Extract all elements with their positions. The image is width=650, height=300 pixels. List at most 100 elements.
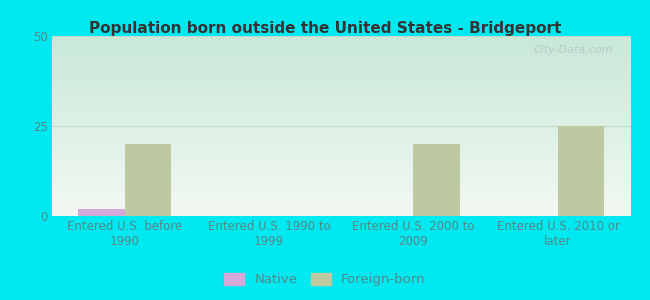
Bar: [52, 71, 630, 72]
Bar: [52, 64, 630, 65]
Bar: [52, 106, 630, 107]
Bar: [52, 60, 630, 61]
Bar: [52, 172, 630, 173]
Bar: [52, 193, 630, 194]
Text: Population born outside the United States - Bridgeport: Population born outside the United State…: [89, 21, 561, 36]
Bar: [52, 199, 630, 200]
Bar: [52, 131, 630, 132]
Bar: [52, 103, 630, 104]
Bar: [52, 66, 630, 67]
Bar: [52, 121, 630, 122]
Bar: [52, 176, 630, 178]
Bar: [52, 142, 630, 143]
Bar: [52, 211, 630, 212]
Bar: [52, 136, 630, 137]
Bar: [52, 152, 630, 154]
Bar: [52, 55, 630, 56]
Bar: [52, 70, 630, 71]
Bar: [52, 182, 630, 184]
Bar: [52, 196, 630, 197]
Bar: [52, 73, 630, 74]
Bar: [52, 146, 630, 148]
Bar: [52, 47, 630, 48]
Bar: [52, 161, 630, 162]
Legend: Native, Foreign-born: Native, Foreign-born: [220, 269, 430, 290]
Bar: [52, 160, 630, 161]
Bar: [52, 134, 630, 136]
Bar: [52, 215, 630, 216]
Bar: [52, 76, 630, 77]
Bar: [52, 91, 630, 92]
Bar: [52, 50, 630, 52]
Bar: [52, 158, 630, 160]
Bar: [52, 151, 630, 152]
Bar: [52, 101, 630, 102]
Bar: [52, 205, 630, 206]
Bar: [52, 130, 630, 131]
Bar: [52, 72, 630, 73]
Bar: [52, 41, 630, 42]
Bar: [52, 85, 630, 86]
Bar: [52, 169, 630, 170]
Bar: [52, 90, 630, 91]
Bar: [52, 149, 630, 150]
Bar: [52, 110, 630, 112]
Bar: [52, 44, 630, 46]
Bar: [52, 42, 630, 43]
Bar: [413, 144, 460, 216]
Bar: [52, 94, 630, 95]
Bar: [52, 178, 630, 179]
Bar: [52, 192, 630, 193]
Bar: [52, 197, 630, 198]
Bar: [52, 61, 630, 62]
Bar: [52, 56, 630, 58]
Bar: [52, 80, 630, 82]
Bar: [52, 185, 630, 186]
Bar: [52, 209, 630, 210]
Bar: [52, 140, 630, 142]
Bar: [78, 209, 125, 216]
Bar: [52, 168, 630, 169]
Bar: [52, 186, 630, 187]
Bar: [52, 120, 630, 121]
Bar: [52, 180, 630, 181]
Bar: [52, 104, 630, 106]
Bar: [52, 139, 630, 140]
Bar: [52, 118, 630, 119]
Bar: [52, 167, 630, 168]
Bar: [52, 127, 630, 128]
Bar: [52, 143, 630, 144]
Bar: [52, 132, 630, 133]
Bar: [52, 122, 630, 124]
Bar: [52, 154, 630, 155]
Bar: [52, 36, 630, 37]
Bar: [52, 175, 630, 176]
Bar: [52, 173, 630, 174]
Bar: [52, 164, 630, 166]
Bar: [52, 108, 630, 109]
Bar: [52, 98, 630, 100]
Bar: [52, 84, 630, 85]
Bar: [52, 190, 630, 191]
Bar: [52, 174, 630, 175]
Bar: [52, 162, 630, 163]
Bar: [52, 114, 630, 115]
Bar: [52, 170, 630, 172]
Bar: [52, 144, 630, 145]
Bar: [52, 100, 630, 101]
Bar: [52, 212, 630, 214]
Bar: [52, 128, 630, 130]
Bar: [52, 109, 630, 110]
Bar: [52, 68, 630, 70]
Bar: [52, 206, 630, 208]
Bar: [52, 96, 630, 97]
Bar: [52, 74, 630, 76]
Bar: [52, 166, 630, 167]
Bar: [52, 204, 630, 205]
Bar: [52, 49, 630, 50]
Bar: [52, 102, 630, 103]
Bar: [52, 137, 630, 138]
Bar: [52, 119, 630, 120]
Bar: [52, 86, 630, 88]
Bar: [52, 79, 630, 80]
